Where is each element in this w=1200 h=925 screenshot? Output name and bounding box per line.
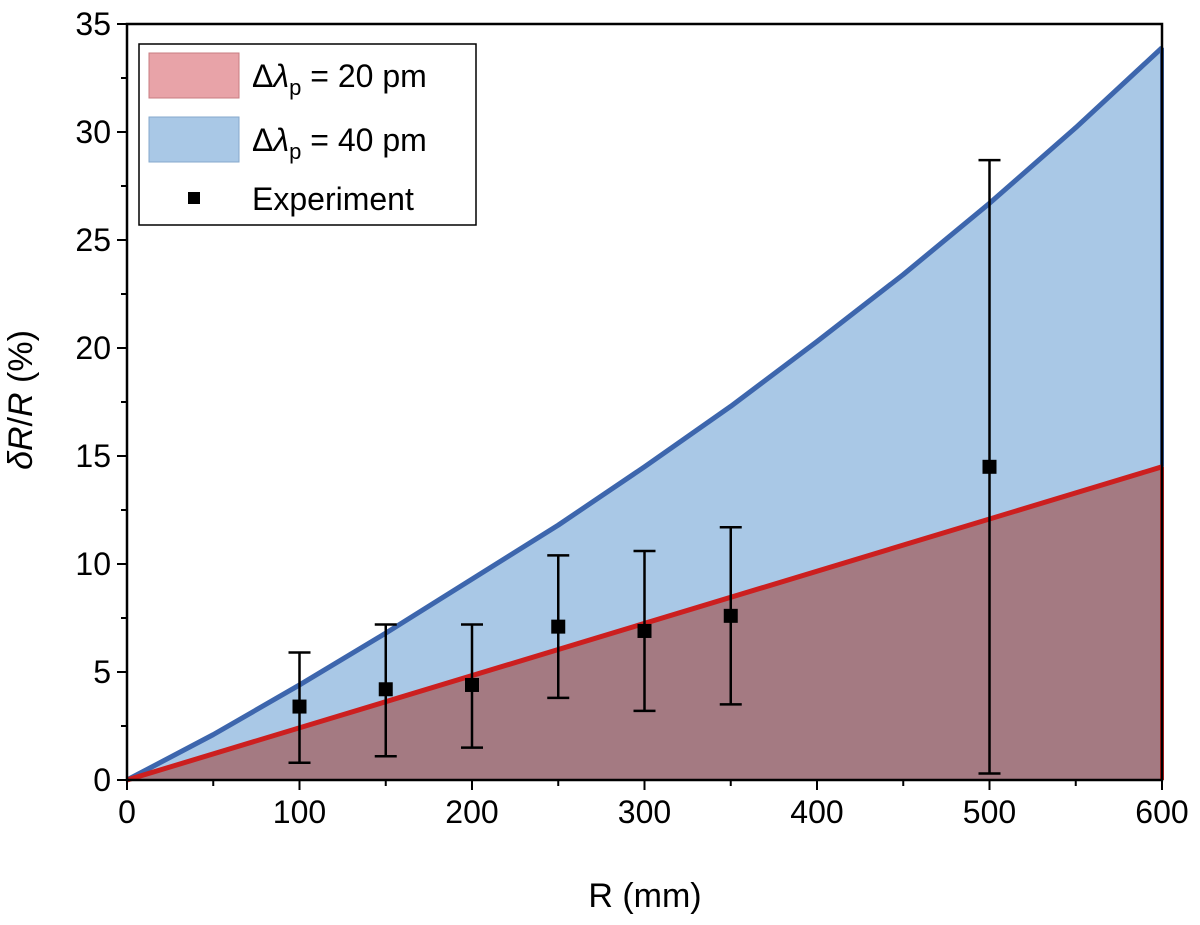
x-tick-label: 100 (273, 794, 326, 830)
legend-label-20pm: Δλp = 20 pm (252, 58, 427, 100)
y-tick-label: 20 (75, 330, 111, 366)
legend: Δλp = 20 pm Δλp = 40 pm Experiment (138, 43, 477, 226)
x-tick-label: 0 (118, 794, 136, 830)
y-tick-label: 5 (93, 654, 111, 690)
x-tick-label: 200 (445, 794, 498, 830)
legend-marker-experiment (188, 192, 200, 204)
x-tick-label: 600 (1135, 794, 1188, 830)
experiment-point (292, 699, 307, 714)
error-bars (288, 158, 1001, 775)
experiment-point (378, 682, 393, 697)
x-tick-label: 300 (618, 794, 671, 830)
axis-ticks: 0 100 200 300 400 500 600 0 5 10 15 20 25 30 35 (75, 6, 1188, 830)
experiment-point (465, 677, 479, 692)
y-tick-label: 25 (75, 222, 111, 258)
legend-label-experiment: Experiment (252, 181, 414, 217)
y-tick-label: 30 (75, 114, 111, 150)
y-tick-label: 35 (75, 6, 111, 42)
y-tick-label: 0 (93, 762, 111, 798)
legend-label-40pm: Δλp = 40 pm (252, 122, 427, 164)
experiment-point (637, 623, 652, 638)
experiment-point (723, 608, 738, 623)
x-axis-label: R (mm) (588, 877, 701, 915)
legend-swatch-20pm (148, 52, 240, 99)
y-tick-label: 10 (75, 546, 111, 582)
x-tick-label: 400 (790, 794, 843, 830)
x-tick-label: 500 (963, 794, 1016, 830)
experiment-point (551, 619, 566, 634)
experiment-points (292, 459, 997, 714)
experiment-point (982, 459, 997, 474)
legend-swatch-40pm (148, 116, 240, 163)
y-tick-label: 15 (75, 438, 111, 474)
y-axis-label: δR/R (%) (2, 330, 40, 470)
